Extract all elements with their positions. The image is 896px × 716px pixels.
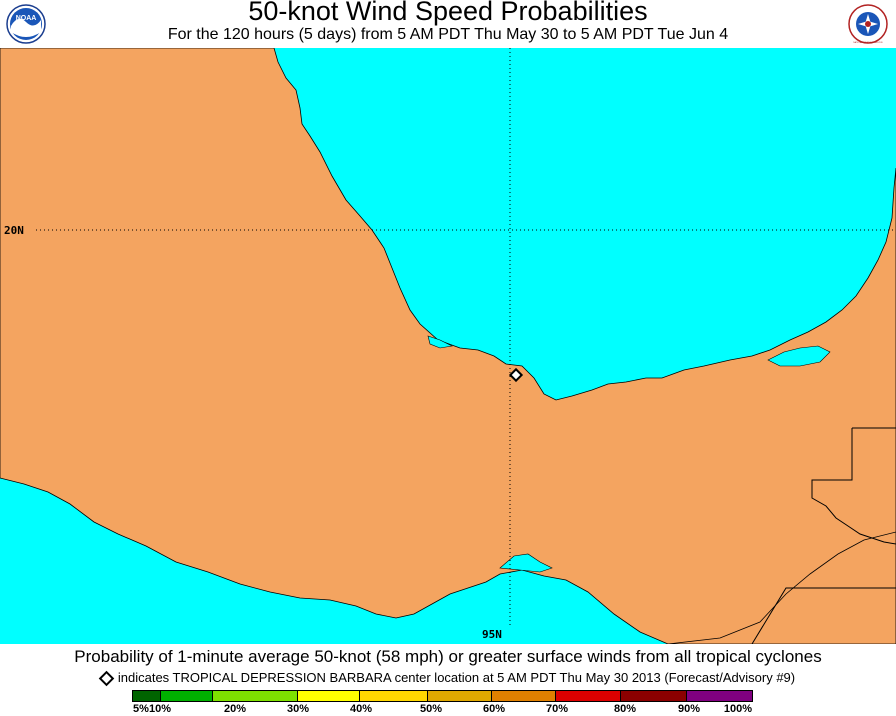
scale-label: 70%: [545, 703, 569, 715]
scale-label: 50%: [419, 703, 443, 715]
scale-label: 40%: [349, 703, 373, 715]
lagoon-south: [499, 553, 553, 573]
lagoon-west: [427, 335, 453, 349]
border-guatemala: [811, 427, 896, 545]
scale-swatch: [491, 691, 556, 701]
probability-map: 20N 95N: [0, 48, 896, 644]
latitude-label: 20N: [4, 224, 24, 237]
diamond-legend-icon: [98, 670, 115, 686]
scale-swatch: [133, 691, 161, 701]
scale-swatch: [428, 691, 492, 701]
page-title: 50-knot Wind Speed Probabilities: [248, 0, 648, 26]
scale-label: 20%: [223, 703, 247, 715]
scale-label: 80%: [613, 703, 637, 715]
scale-label: 60%: [482, 703, 506, 715]
scale-swatch: [212, 691, 299, 701]
longitude-label: 95N: [482, 628, 502, 641]
noaa-logo: NOAA: [6, 4, 46, 44]
scale-swatch: [621, 691, 688, 701]
scale-swatch: [555, 691, 622, 701]
scale-label: 90%: [677, 703, 701, 715]
nws-logo-text: NATIONAL WEATHER SERVICE: [853, 41, 883, 44]
nws-logo: NATIONAL WEATHER SERVICE: [848, 4, 888, 44]
scale-swatch: [687, 691, 752, 701]
noaa-logo-text: NOAA: [16, 15, 37, 22]
border-south: [751, 587, 896, 644]
probability-scale-labels: 5% 10% 20% 30% 40% 50% 60% 70% 80% 90% 100%: [0, 703, 896, 716]
map-caption: Probability of 1-minute average 50-knot …: [74, 647, 822, 666]
storm-note: indicates TROPICAL DEPRESSION BARBARA ce…: [0, 670, 896, 686]
map-canvas: [0, 48, 896, 644]
storm-note-text: indicates TROPICAL DEPRESSION BARBARA ce…: [117, 670, 796, 685]
scale-label: 5%: [133, 703, 149, 715]
page-subtitle: For the 120 hours (5 days) from 5 AM PDT…: [167, 26, 729, 43]
lagoon-east: [767, 345, 831, 367]
scale-swatch: [360, 691, 429, 701]
scale-label: 10%: [148, 703, 172, 715]
diamond-icon: [508, 367, 524, 383]
land-central-america: [667, 531, 896, 644]
scale-label: 100%: [723, 703, 753, 715]
scale-swatch: [298, 691, 361, 701]
probability-color-scale: [132, 690, 753, 702]
scale-swatch: [160, 691, 213, 701]
scale-label: 30%: [286, 703, 310, 715]
